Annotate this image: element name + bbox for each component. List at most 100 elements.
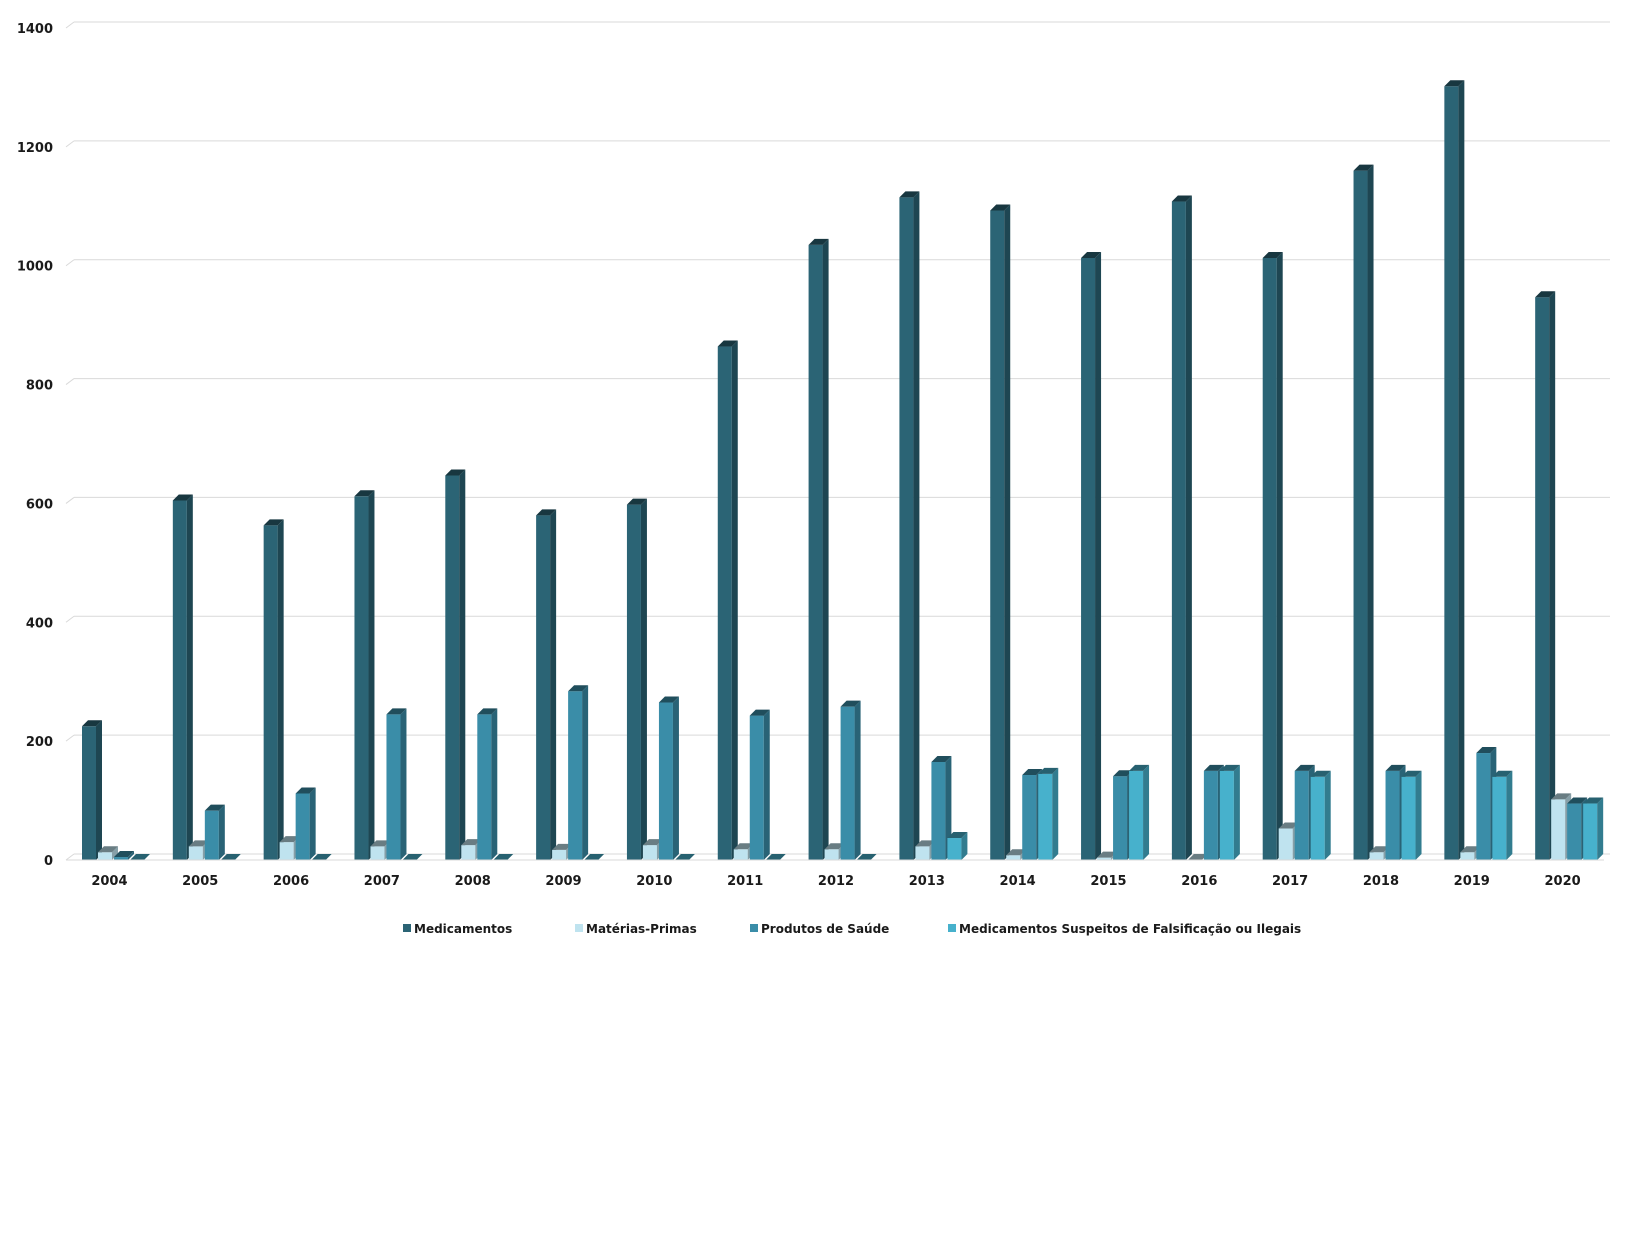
- y-axis-tick-labels: 0 200 400 600 800 1000 1200 1400: [17, 22, 53, 869]
- legend-swatch: [948, 924, 956, 932]
- bar: [1262, 251, 1283, 860]
- bar-front: [279, 842, 294, 860]
- bar-front: [1567, 803, 1582, 860]
- bar-front: [1460, 852, 1475, 860]
- x-tick-label: 2019: [1454, 874, 1490, 889]
- bar: [1583, 797, 1604, 860]
- bar-top: [1310, 770, 1331, 777]
- bar: [990, 204, 1011, 861]
- bar: [82, 720, 102, 860]
- bar-side: [640, 498, 647, 860]
- x-tick-label: 2004: [91, 874, 127, 889]
- gridline-edge: [65, 853, 75, 861]
- bar-top: [114, 851, 134, 858]
- bar-front: [1492, 776, 1507, 860]
- bar-top: [263, 519, 284, 526]
- bar-front: [915, 846, 930, 860]
- bar-top: [642, 839, 663, 846]
- y-tick-label: 1000: [17, 260, 53, 275]
- bar: [98, 846, 118, 860]
- bar-side: [913, 191, 920, 860]
- gridline-edge: [65, 140, 75, 148]
- bar-top: [1219, 764, 1240, 771]
- bar: [947, 832, 968, 860]
- legend-label: Produtos de Saúde: [761, 922, 889, 936]
- bar-front: [1022, 775, 1037, 860]
- bar-side: [763, 709, 770, 860]
- x-tick-label: 2020: [1544, 874, 1580, 889]
- bar-top: [172, 494, 193, 501]
- bar-top: [584, 854, 605, 860]
- y-tick-label: 1200: [17, 141, 53, 156]
- bar-front: [899, 197, 914, 860]
- bar-top: [477, 708, 498, 715]
- bar-top: [824, 843, 845, 850]
- bar-top: [658, 696, 679, 703]
- bar-top: [98, 846, 118, 853]
- bar: [311, 854, 332, 860]
- x-tick-label: 2017: [1272, 874, 1308, 889]
- bar-top: [568, 685, 589, 692]
- bar-front: [1219, 770, 1234, 860]
- bar-top: [1369, 846, 1390, 853]
- bar: [1187, 854, 1208, 860]
- bar-top: [808, 238, 829, 245]
- bar: [263, 519, 284, 860]
- bar: [1219, 764, 1240, 860]
- bar: [402, 854, 423, 860]
- bar-top: [1262, 251, 1283, 258]
- bar-top: [188, 840, 209, 847]
- bar: [493, 854, 514, 860]
- bar-front: [172, 500, 187, 860]
- bar: [899, 191, 920, 860]
- bar: [114, 851, 134, 860]
- bar-side: [112, 846, 118, 860]
- bar: [1492, 770, 1513, 860]
- bar-front: [461, 845, 476, 860]
- x-axis-tick-labels: 2004 2005 2006 2007 2008 2009 2010 2011 2012 2013…: [91, 874, 1580, 889]
- bar-top: [626, 498, 647, 505]
- bar-top: [717, 340, 738, 347]
- bar-top: [1551, 793, 1572, 800]
- bar-top: [1081, 251, 1102, 258]
- bar-top: [1353, 164, 1374, 171]
- bar-front: [1081, 257, 1096, 860]
- bar-top: [1038, 767, 1059, 774]
- bar-top: [1097, 851, 1118, 858]
- bar-top: [1006, 849, 1027, 856]
- x-tick-label: 2008: [455, 874, 491, 889]
- bar-front: [1113, 776, 1128, 860]
- bar-top: [461, 839, 482, 846]
- bar-front: [1476, 753, 1491, 860]
- bar-side: [1276, 251, 1283, 860]
- legend-item: Medicamentos: [403, 922, 512, 936]
- bar: [765, 854, 786, 860]
- bar: [1171, 195, 1192, 860]
- legend-swatch: [750, 924, 758, 932]
- gridline-edge: [65, 378, 75, 385]
- bar-top: [733, 843, 754, 850]
- bar-front: [1385, 770, 1400, 860]
- bar-top: [1444, 80, 1465, 87]
- gridline-edge: [65, 21, 75, 29]
- gridline-edge: [65, 615, 75, 623]
- bar: [295, 787, 316, 860]
- bar: [674, 854, 695, 860]
- x-tick-label: 2005: [182, 874, 218, 889]
- bar: [1444, 80, 1465, 861]
- bar-side: [731, 340, 738, 861]
- bar-front: [717, 346, 732, 861]
- bar-top: [1187, 854, 1208, 860]
- bar-side: [1324, 770, 1331, 860]
- bar-side: [491, 708, 498, 860]
- x-tick-label: 2014: [1000, 874, 1036, 889]
- bar-front: [1294, 770, 1309, 860]
- bar: [172, 494, 193, 860]
- bar: [1081, 251, 1102, 860]
- bar-front: [204, 810, 219, 860]
- bar-top: [1385, 764, 1406, 771]
- bar-side: [459, 469, 466, 860]
- bar-side: [400, 708, 407, 860]
